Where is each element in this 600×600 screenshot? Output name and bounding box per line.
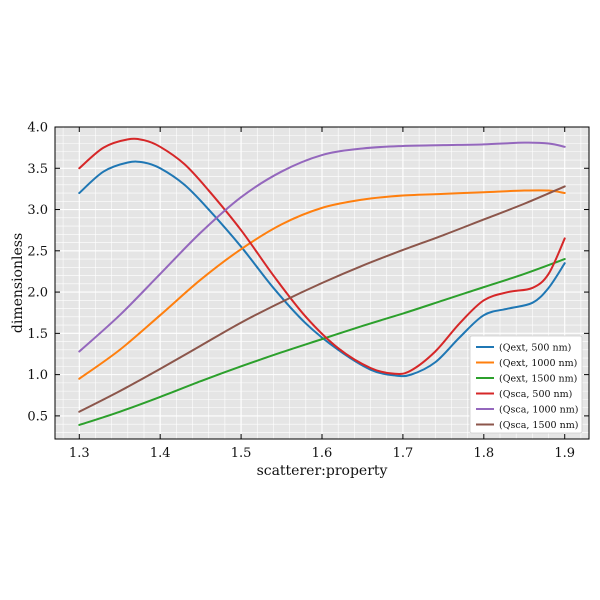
legend-label-5: (Qsca, 1000 nm) [499, 405, 578, 416]
x-tick-label: 1.3 [69, 446, 90, 461]
y-tick-label: 1.0 [27, 368, 48, 383]
series-line-4 [78, 137, 566, 375]
legend-label-1: (Qext, 500 nm) [499, 343, 571, 354]
y-tick-label: 3.5 [27, 162, 48, 177]
y-axis-label: dimensionless [10, 233, 26, 333]
ticks: 1.3 1.4 1.5 1.6 1.7 1.8 1.9 0.5 1.0 1.5 2.0 2.5 3.0 3… [27, 121, 589, 461]
x-tick-label: 1.6 [312, 446, 333, 461]
series-line-3 [78, 258, 566, 426]
x-tick-label: 1.9 [554, 446, 575, 461]
legend-box [469, 335, 583, 434]
legend-label-2: (Qext, 1000 nm) [499, 358, 577, 369]
y-tick-label: 4.0 [27, 121, 48, 136]
series-line-2 [78, 189, 566, 380]
y-tick-label: 2.0 [27, 286, 48, 301]
y-tick-label: 0.5 [27, 409, 48, 424]
x-tick-label: 1.7 [393, 446, 414, 461]
series-line-1 [78, 160, 566, 378]
legend-label-6: (Qsca, 1500 nm) [499, 420, 578, 431]
legend-label-3: (Qext, 1500 nm) [499, 374, 577, 385]
y-tick-label: 3.0 [27, 203, 48, 218]
y-tick-label: 1.5 [27, 327, 48, 342]
x-tick-label: 1.4 [150, 446, 171, 461]
series-line-6 [78, 185, 566, 413]
series-line-5 [78, 141, 566, 353]
series-lines [78, 137, 566, 426]
x-axis-label: scatterer:property [257, 463, 388, 479]
legend-label-4: (Qsca, 500 nm) [499, 389, 572, 400]
x-tick-label: 1.5 [231, 446, 252, 461]
x-tick-label: 1.8 [473, 446, 494, 461]
legend: (Qext, 500 nm) (Qext, 1000 nm) (Qext, 1500… [469, 335, 583, 434]
y-tick-label: 2.5 [27, 244, 48, 259]
